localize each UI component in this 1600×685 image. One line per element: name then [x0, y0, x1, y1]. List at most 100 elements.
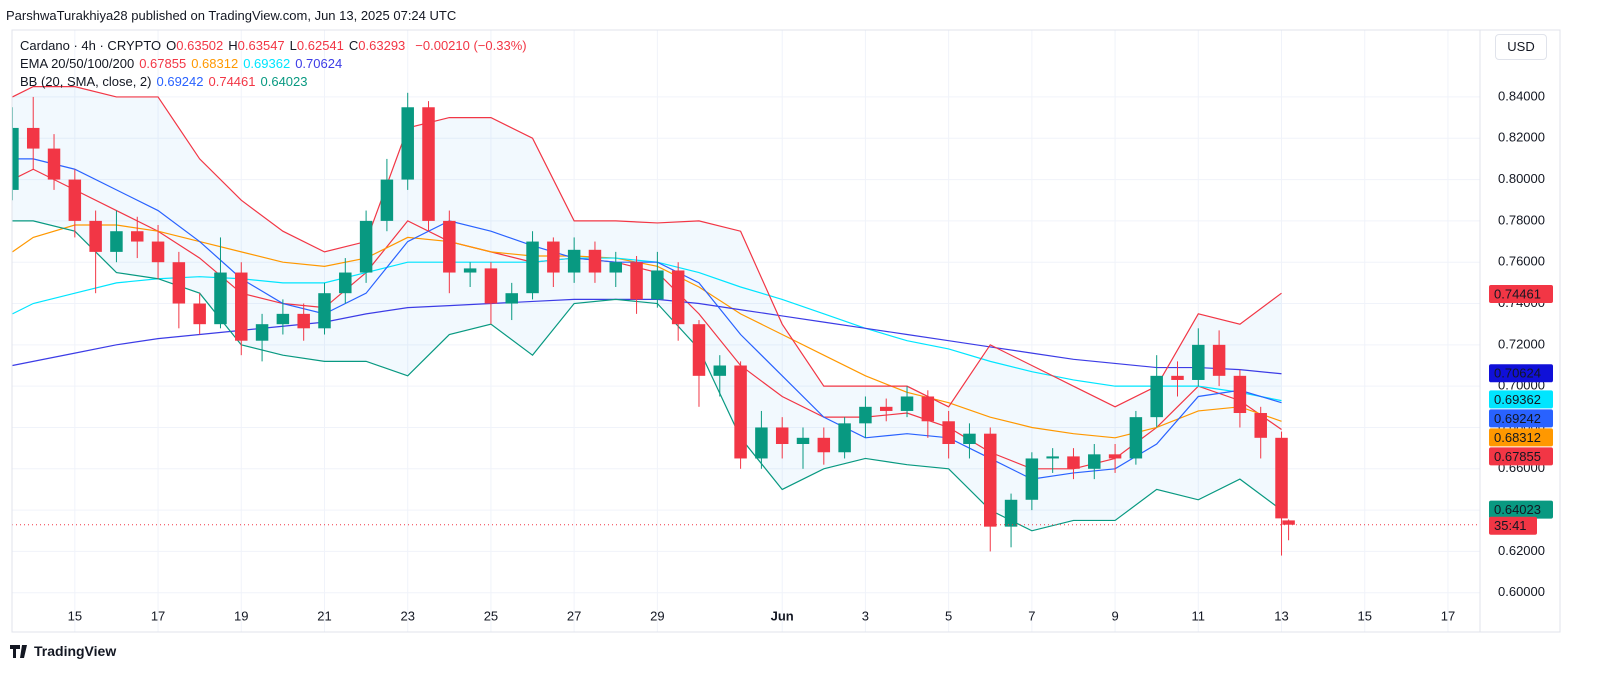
x-tick-label: 9: [1111, 608, 1118, 623]
candle-body: [984, 433, 997, 527]
candle-body: [297, 313, 310, 329]
y-tick-label: 0.76000: [1498, 254, 1545, 269]
price-label: 0.74461: [1494, 286, 1541, 301]
candle-body: [1282, 520, 1295, 525]
candle-body: [963, 433, 976, 445]
price-label-box: [1489, 284, 1553, 303]
x-tick-label: 17: [1441, 608, 1455, 623]
price-label: 0.64023: [1494, 502, 1541, 517]
x-tick-label: Jun: [771, 608, 794, 623]
change: −0.00210 (−0.33%): [415, 38, 527, 53]
candle-body: [859, 406, 872, 424]
candle-body: [817, 437, 831, 453]
x-tick-label: 15: [1358, 608, 1372, 623]
candle-body: [692, 324, 706, 376]
price-label-box: [1489, 500, 1553, 519]
candle-body: [131, 231, 144, 242]
candle-body: [68, 179, 82, 221]
price-label-box: [1489, 447, 1553, 466]
candle-body: [755, 427, 768, 459]
indicator-line: [12, 86, 1282, 408]
ohlc-key: C: [348, 38, 359, 53]
price-label: 0.69362: [1494, 392, 1541, 407]
candle-body: [276, 313, 290, 325]
ohlc-key: O: [166, 38, 177, 53]
candle-body: [235, 272, 248, 341]
candle-body: [1088, 454, 1101, 469]
price-label: 0.70624: [1494, 366, 1541, 381]
candle-body: [1108, 454, 1122, 459]
price-label: 0.68312: [1494, 430, 1541, 445]
x-tick-label: 7: [1028, 608, 1035, 623]
candle-body: [443, 220, 456, 273]
candle-body: [339, 272, 352, 294]
candle-body: [422, 107, 435, 221]
x-tick-label: 17: [151, 608, 165, 623]
ema-value: 0.68312: [191, 56, 239, 71]
symbol: Cardano · 4h · CRYPTO: [20, 38, 162, 53]
ema-value: 0.70624: [295, 56, 343, 71]
y-tick-label: 0.62000: [1498, 543, 1545, 558]
candle-body: [942, 421, 955, 445]
price-label-box: [1489, 428, 1553, 447]
ema-legend: EMA 20/50/100/200 0.67855 0.68312 0.69362 0.…: [20, 56, 352, 71]
candle-body: [505, 293, 518, 304]
x-tick-label: 15: [68, 608, 82, 623]
price-label-box: [1489, 390, 1553, 409]
y-tick-label: 0.72000: [1498, 336, 1545, 351]
ohlc: O0.63502 H0.63547 L0.62541 C0.63293: [166, 38, 410, 53]
bb-value: 0.74461: [208, 74, 256, 89]
candle-body: [47, 148, 61, 180]
candle-body: [26, 127, 40, 149]
candle-body: [1150, 375, 1163, 418]
candle-body: [838, 423, 851, 453]
candle-body: [775, 427, 789, 445]
ema-values: 0.67855 0.68312 0.69362 0.70624: [139, 56, 347, 71]
candle-body: [796, 437, 810, 445]
candle-body: [1004, 499, 1018, 527]
candle-body: [1212, 344, 1226, 376]
candle-body: [255, 324, 269, 341]
ohlc-value: 0.63547: [237, 38, 285, 53]
price-label: 0.67855: [1494, 449, 1541, 464]
x-tick-label: 13: [1274, 608, 1288, 623]
byline: ParshwaTurakhiya28 published on TradingV…: [6, 8, 457, 23]
countdown-box: [1489, 516, 1537, 535]
currency[interactable]: USD: [1495, 34, 1547, 60]
candle-body: [151, 241, 165, 263]
y-tick-label: 0.82000: [1498, 130, 1545, 145]
bb-values: 0.69242 0.74461 0.64023: [157, 74, 313, 89]
candle-body: [484, 268, 498, 304]
candle-body: [1129, 417, 1143, 459]
plot: [12, 86, 1480, 556]
x-tick-label: 21: [317, 608, 331, 623]
candle-body: [1254, 413, 1267, 438]
candle-body: [1067, 456, 1080, 469]
x-tick-label: 23: [400, 608, 414, 623]
bb-value: 0.69242: [156, 74, 204, 89]
x-tick-label: 27: [567, 608, 581, 623]
candle-body: [671, 270, 685, 325]
ohlc-value: 0.63293: [358, 38, 406, 53]
candle-body: [1192, 344, 1205, 380]
x-tick-label: 25: [484, 608, 498, 623]
logo: [10, 645, 27, 658]
bb-label: BB (20, SMA, close, 2): [20, 74, 152, 89]
x-tick-label: 19: [234, 608, 248, 623]
candle-body: [1171, 375, 1184, 380]
ohlc-value: 0.62541: [296, 38, 344, 53]
candle-body: [1275, 437, 1288, 519]
x-tick-label: 29: [650, 608, 664, 623]
candle-body: [921, 396, 935, 422]
ohlc-key: H: [228, 38, 238, 53]
frame: [11, 29, 1561, 633]
brand: TradingView: [34, 643, 117, 659]
axes: 0.600000.620000.640000.660000.680000.700…: [68, 88, 1553, 623]
price-label-box: [1489, 409, 1553, 428]
bb-legend: BB (20, SMA, close, 2) 0.69242 0.74461 0.64…: [20, 74, 318, 89]
candle-body: [1233, 375, 1247, 414]
ohlc-key: L: [289, 38, 297, 53]
candle-body: [526, 241, 539, 294]
ema-value: 0.67855: [139, 56, 187, 71]
